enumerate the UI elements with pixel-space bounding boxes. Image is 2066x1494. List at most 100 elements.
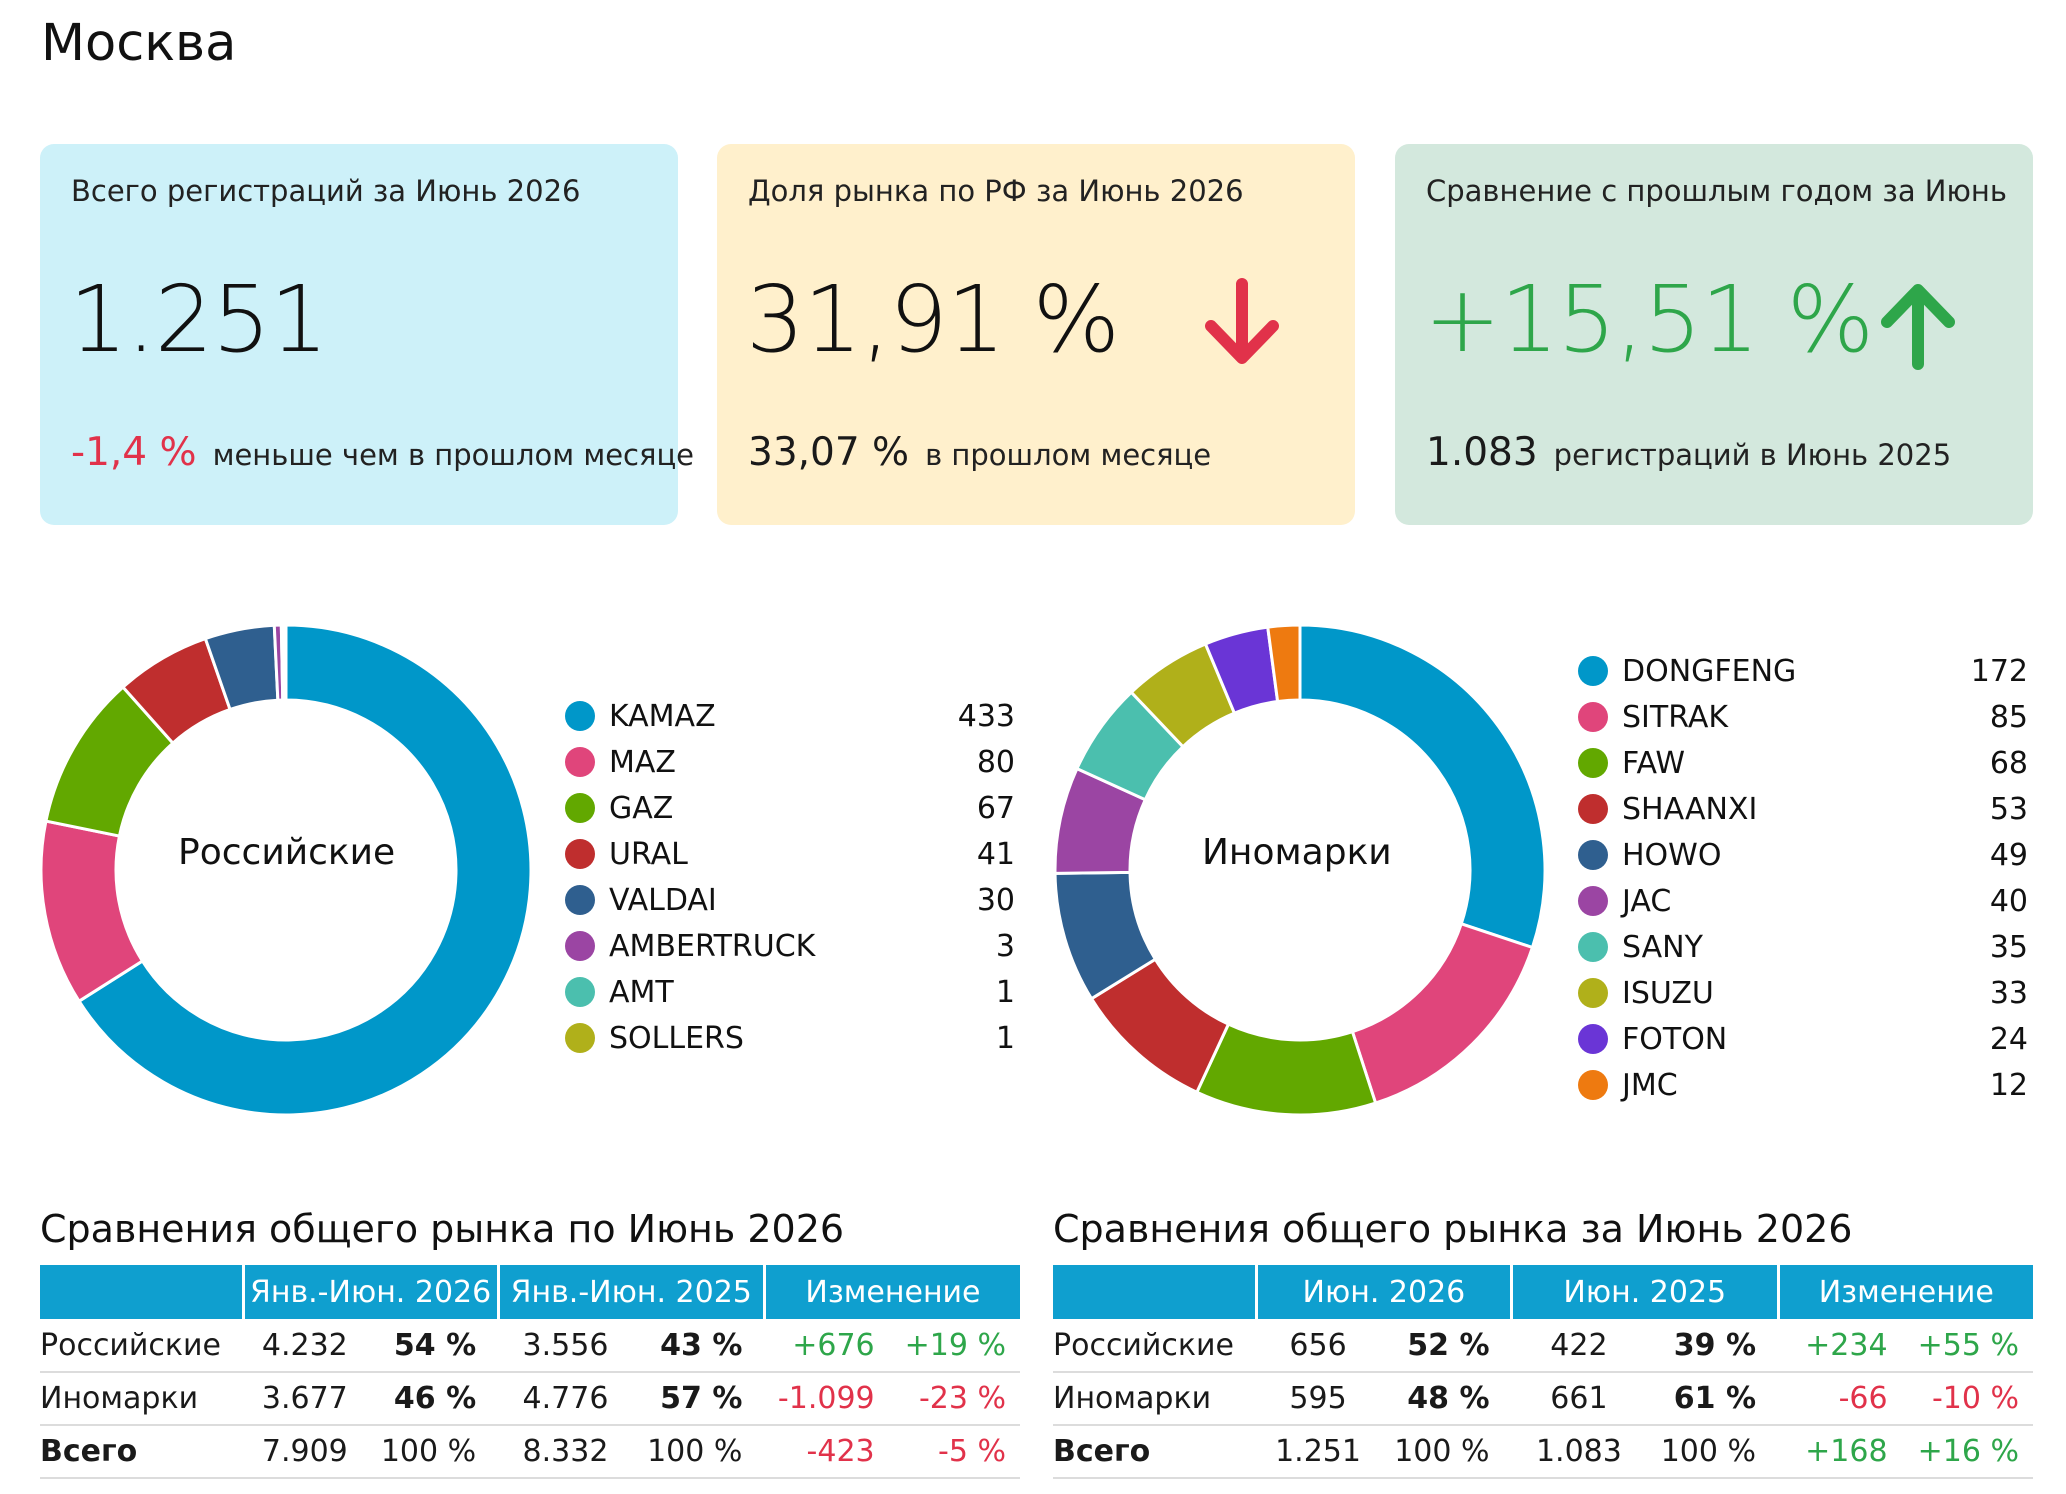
legend-value: 30 (976, 882, 1015, 918)
legend-value: 85 (1989, 699, 2028, 735)
cell-share: 100 % (1379, 1425, 1512, 1479)
legend-item-foton[interactable]: FOTON 24 (1578, 1019, 2028, 1059)
legend-item-dongfeng[interactable]: DONGFENG 172 (1578, 651, 2028, 691)
legend-swatch (565, 1023, 595, 1053)
legend-value: 12 (1989, 1067, 2028, 1103)
kpi-footer: -1,4 % меньше чем в прошлом месяце (71, 430, 694, 475)
legend-swatch (565, 977, 595, 1007)
cell-change-abs: -66 (1778, 1372, 1902, 1426)
table-row: Иномарки 595 48 % 661 61 % -66 -10 % (1053, 1372, 2033, 1426)
legend-value: 49 (1989, 837, 2028, 873)
legend-label: SITRAK (1622, 699, 1729, 735)
cell-change-abs: +234 (1778, 1319, 1902, 1373)
legend-item-howo[interactable]: HOWO 49 (1578, 835, 2028, 875)
legend-value: 53 (1989, 791, 2028, 827)
row-label: Иномарки (40, 1372, 244, 1426)
table-header-row: Июн. 2026 Июн. 2025 Изменение (1053, 1265, 2033, 1319)
legend-value: 24 (1989, 1021, 2028, 1057)
table-row: Всего 7.909 100 % 8.332 100 % -423 -5 % (40, 1425, 1020, 1479)
legend-value: 40 (1989, 883, 2028, 919)
legend-swatch (1578, 932, 1608, 962)
legend-label: KAMAZ (609, 698, 716, 734)
legend-swatch (565, 885, 595, 915)
legend-item-sitrak[interactable]: SITRAK 85 (1578, 697, 2028, 737)
kpi-footer-text: в прошлом месяце (925, 438, 1212, 472)
cell-change-pct: +19 % (888, 1319, 1020, 1373)
donut-slice-sitrak[interactable] (1350, 921, 1535, 1105)
table-row: Российские 656 52 % 422 39 % +234 +55 % (1053, 1319, 2033, 1373)
legend-value: 1 (995, 974, 1015, 1010)
donut-slice-dongfeng[interactable] (1298, 623, 1547, 950)
legend-item-ambertruck[interactable]: AMBERTRUCK 3 (565, 926, 1015, 966)
legend-item-isuzu[interactable]: ISUZU 33 (1578, 973, 2028, 1013)
legend-swatch (565, 839, 595, 869)
donut-center-label: Иномарки (1202, 832, 1392, 873)
legend-label: JAC (1622, 883, 1672, 919)
legend-label: AMT (609, 974, 674, 1010)
legend-value: 68 (1989, 745, 2028, 781)
donut-center-label: Российские (178, 832, 396, 873)
legend-item-ural[interactable]: URAL 41 (565, 834, 1015, 874)
legend-swatch (1578, 794, 1608, 824)
legend-swatch (1578, 1070, 1608, 1100)
kpi-footer-value: 1.083 (1426, 430, 1538, 475)
table-row: Всего 1.251 100 % 1.083 100 % +168 +16 % (1053, 1425, 2033, 1479)
legend-item-maz[interactable]: MAZ 80 (565, 742, 1015, 782)
cell-change-abs: -423 (764, 1425, 889, 1479)
table-header-cell: Янв.-Июн. 2025 (496, 1265, 765, 1319)
legend-swatch (565, 747, 595, 777)
cell-change-pct: -5 % (888, 1425, 1020, 1479)
kpi-label: Всего регистраций за Июнь 2026 (71, 174, 581, 208)
cell-count: 422 (1511, 1319, 1647, 1373)
legend-value: 35 (1989, 929, 2028, 965)
cell-share: 39 % (1646, 1319, 1779, 1373)
cell-share: 100 % (632, 1425, 765, 1479)
legend-item-faw[interactable]: FAW 68 (1578, 743, 2028, 783)
legend-label: FAW (1622, 745, 1686, 781)
legend-item-jac[interactable]: JAC 40 (1578, 881, 2028, 921)
legend-item-shaanxi[interactable]: SHAANXI 53 (1578, 789, 2028, 829)
legend-label: SOLLERS (609, 1020, 744, 1056)
legend-swatch (1578, 886, 1608, 916)
cell-share: 57 % (632, 1372, 765, 1426)
row-label: Всего (40, 1425, 244, 1479)
legend-item-valdai[interactable]: VALDAI 30 (565, 880, 1015, 920)
cell-change-abs: +168 (1778, 1425, 1902, 1479)
cell-count: 8.332 (498, 1425, 633, 1479)
legend-item-amt[interactable]: AMT 1 (565, 972, 1015, 1012)
kpi-footer-text: регистраций в Июнь 2025 (1553, 438, 1952, 472)
legend-label: DONGFENG (1622, 653, 1797, 689)
table-header-cell: Янв.-Июн. 2026 (241, 1265, 499, 1319)
cell-count: 1.251 (1256, 1425, 1380, 1479)
cell-change-abs: -1.099 (764, 1372, 889, 1426)
kpi-value: 1.251 (69, 266, 328, 373)
legend-label: SHAANXI (1622, 791, 1758, 827)
donut-slice-sollers[interactable] (282, 623, 288, 702)
legend-item-kamaz[interactable]: KAMAZ 433 (565, 696, 1015, 736)
table-header-cell: Изменение (762, 1265, 1020, 1319)
table-header-cell: Июн. 2026 (1254, 1265, 1512, 1319)
kpi-card-yoy: Сравнение с прошлым годом за Июнь +15,51… (1395, 144, 2033, 525)
donut-slice-kamaz[interactable] (77, 623, 533, 1117)
kpi-footer-value: 33,07 % (748, 430, 910, 475)
legend-swatch (1578, 656, 1608, 686)
cell-share: 61 % (1646, 1372, 1779, 1426)
legend-item-gaz[interactable]: GAZ 67 (565, 788, 1015, 828)
cell-share: 54 % (366, 1319, 499, 1373)
kpi-footer-value: -1,4 % (71, 430, 197, 475)
legend-label: URAL (609, 836, 688, 872)
legend-value: 433 (957, 698, 1015, 734)
cell-share: 43 % (632, 1319, 765, 1373)
legend-foreign: DONGFENG 172 SITRAK 85 FAW 68 SHAANXI 53 HOWO 49 J… (1578, 651, 2028, 1103)
donut-slice-jmc[interactable] (1266, 623, 1302, 704)
cell-count: 656 (1256, 1319, 1380, 1373)
donut-chart-russian (39, 623, 533, 1117)
cell-count: 4.776 (498, 1372, 633, 1426)
cell-change-abs: +676 (764, 1319, 889, 1373)
legend-item-sany[interactable]: SANY 35 (1578, 927, 2028, 967)
legend-item-sollers[interactable]: SOLLERS 1 (565, 1018, 1015, 1058)
cell-change-pct: -10 % (1901, 1372, 2033, 1426)
legend-label: MAZ (609, 744, 676, 780)
kpi-footer-text: меньше чем в прошлом месяце (212, 438, 695, 472)
legend-item-jmc[interactable]: JMC 12 (1578, 1065, 2028, 1105)
